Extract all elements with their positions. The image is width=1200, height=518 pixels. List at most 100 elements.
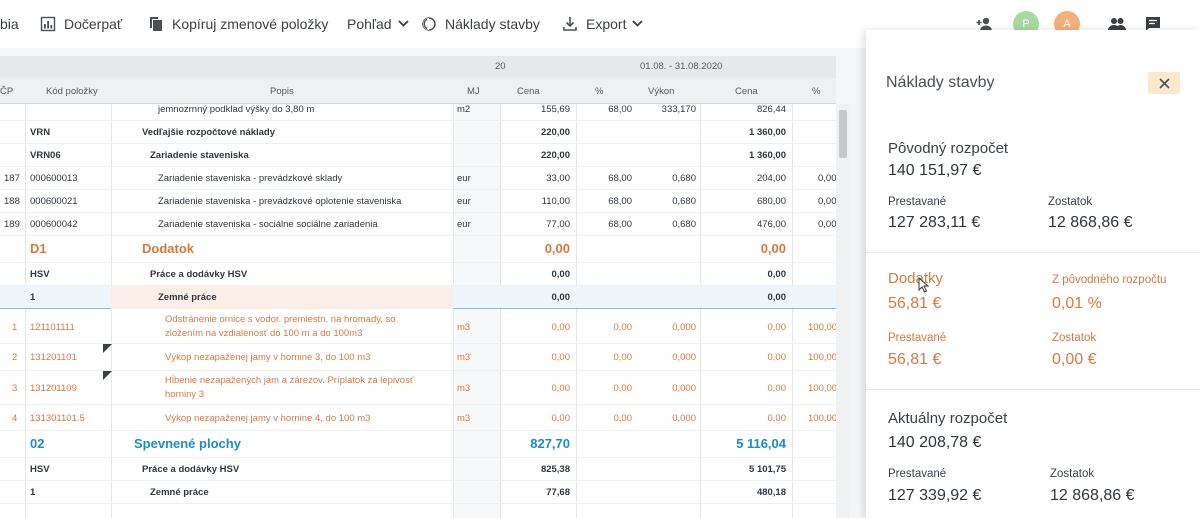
row-vykon: 0,680 [672,196,696,207]
original-total: 140 151,97 € [888,162,982,179]
original-title: Pôvodný rozpočet [888,140,1009,157]
close-icon [1158,77,1170,89]
row-price2: 826,44 [756,104,786,115]
export-dropdown[interactable]: Export [562,0,651,48]
budget-grid: 20 01.08. - 31.08.2020 ČP Kód položky Po… [0,48,866,518]
current-spent: 127 339,92 € [888,487,982,504]
row-pct2: 100,00 [808,383,836,394]
row-code: 1 [30,292,36,303]
row-price2: 0,00 [767,413,787,424]
row-mj: eur [457,219,471,230]
view-dropdown[interactable]: Pohľad [347,0,417,48]
row-price: 0,00 [544,241,570,256]
header-period: 01.08. - 31.08.2020 [640,61,723,72]
add-user-icon[interactable] [975,14,995,34]
copy-changed-button[interactable]: Kopíruj zmenové položky [148,0,328,48]
table-row[interactable]: VRN Vedľajšie rozpočtové náklady 220,00 … [0,121,836,144]
table-row-selected[interactable]: 1 Zemné práce 0,00 0,00 [0,286,836,309]
users-icon[interactable] [1107,14,1127,34]
row-price2: 480,18 [756,487,786,498]
col-pct[interactable]: % [595,86,604,97]
row-price2: 0,00 [767,383,787,394]
addenda-spent: 56,81 € [888,351,942,368]
row-code: 131201101 [30,352,77,363]
col-desc[interactable]: Popis [270,86,294,97]
chevron-down-icon [632,20,644,27]
col-mj[interactable]: MJ [467,86,480,97]
col-price2[interactable]: Cena [735,86,758,97]
row-price: 155,69 [540,104,570,115]
row-price: 0,00 [551,292,571,303]
row-pct: 68,00 [608,196,632,207]
row-price2: 0,00 [760,241,786,256]
row-price: 825,38 [540,464,570,475]
table-row[interactable]: HSV Práce a dodávky HSV 0,00 0,00 [0,263,836,286]
row-cp: 188 [4,196,20,207]
avatar-a-initial: A [1063,18,1071,30]
row-price: 0,00 [551,413,571,424]
toolbar-partial-label: bia [0,16,19,32]
grid-rows: jemnozrnný podklad výšky do 3,80 m m2 15… [0,104,836,518]
docerpat-button[interactable]: Dočerpať [40,0,122,48]
circle-half-icon [422,17,436,31]
table-row[interactable]: 2 131201101 Výkop nezapaženej jamy v hor… [0,344,836,371]
table-row[interactable]: 4 131301101.5 Výkop nezapaženej jamy v h… [0,405,836,431]
col-cp[interactable]: ČP [0,86,14,97]
row-code: 1 [30,487,36,498]
row-price: 0,00 [551,352,571,363]
table-row[interactable]: HSV Práce a dodávky HSV 825,38 5 101,75 [0,458,836,481]
row-price2: 5 116,04 [736,436,786,451]
table-row[interactable]: jemnozrnný podklad výšky do 3,80 m m2 15… [0,104,836,121]
comment-icon[interactable] [1143,14,1163,34]
row-desc: Hĺbenie nezapažených jám a zárezov. Príp… [165,375,414,386]
row-price: 77,00 [546,219,570,230]
col-price[interactable]: Cena [517,86,540,97]
table-row-section[interactable]: 02 Spevnené plochy 827,70 5 116,04 [0,431,836,458]
row-desc: Zariadenie staveniska - prevádzkové skla… [158,173,343,184]
costs-button[interactable]: Náklady stavby [421,0,540,48]
toolbar-partial-item[interactable]: bia [0,0,19,48]
table-row[interactable]: 189 000600042 Zariadenie staveniska - so… [0,213,836,236]
mouse-cursor-icon [918,277,930,293]
table-row[interactable]: 187 000600013 Zariadenie staveniska - pr… [0,167,836,190]
row-price2: 0,00 [767,292,787,303]
addenda-section: Dodatky 56,81 € Z pôvodného rozpočtu 0,0… [866,253,1200,389]
row-pct2: 100,00 [808,413,836,424]
addenda-pct: 0,01 % [1052,295,1102,312]
table-row[interactable]: 188 000600021 Zariadenie staveniska - pr… [0,190,836,213]
table-row-section[interactable]: D1 Dodatok 0,00 0,00 [0,236,836,263]
row-code: 000600042 [30,219,78,230]
addenda-spent-label: Prestavané [888,332,947,344]
row-desc: Zariadenie staveniska - sociálne sociáln… [158,219,378,230]
col-vykon[interactable]: Výkon [648,86,675,97]
close-button[interactable] [1148,72,1180,94]
original-budget-section: Pôvodný rozpočet 140 151,97 € Prestavané… [866,126,1200,252]
row-desc: Výkop nezapaženej jamy v hornine 4, do 1… [165,413,371,424]
row-pct2: 0,00 [818,219,836,230]
row-vykon: 333,170 [661,104,696,115]
row-price: 110,00 [541,196,570,207]
row-mj: m3 [457,322,471,333]
row-mj: eur [457,173,471,184]
grid-scrollbar-thumb[interactable] [839,110,847,158]
row-mj: m3 [457,352,471,363]
table-row[interactable]: VRN06 Zariadenie staveniska 220,00 1 360… [0,144,836,167]
current-budget-section: Aktuálny rozpočet 140 208,78 € Prestavan… [866,390,1200,518]
row-pct: 68,00 [608,173,632,184]
row-desc: Práce a dodávky HSV [150,269,248,280]
row-desc: Zemné práce [158,292,217,303]
copy-icon [150,17,162,31]
col-pct2[interactable]: % [812,86,821,97]
row-code: HSV [30,464,50,475]
header-partial: 20 [495,61,506,72]
original-spent: 127 283,11 € [888,214,981,231]
table-row[interactable]: 1 Zemné práce 77,68 480,18 [0,481,836,504]
row-price2: 1 360,00 [749,127,786,138]
table-row[interactable]: 3 131201109 Hĺbenie nezapažených jám a z… [0,371,836,405]
row-price: 77,68 [546,487,570,498]
grid-scrollbar[interactable] [836,104,850,518]
col-code[interactable]: Kód položky [46,86,98,97]
row-desc: Zariadenie staveniska - prevádzkové oplo… [158,196,402,207]
row-pct: 68,00 [608,219,632,230]
table-row[interactable]: 1 121101111 Odstránenie ornice s vodor. … [0,310,836,344]
